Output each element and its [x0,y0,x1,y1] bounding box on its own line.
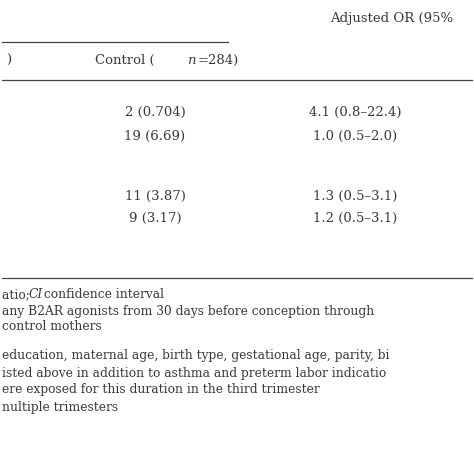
Text: isted above in addition to asthma and preterm labor indicatio: isted above in addition to asthma and pr… [2,366,386,380]
Text: 1.3 (0.5–3.1): 1.3 (0.5–3.1) [313,190,397,202]
Text: =284): =284) [198,54,239,66]
Text: n: n [187,54,195,66]
Text: 9 (3.17): 9 (3.17) [128,211,182,225]
Text: CI: CI [29,289,43,301]
Text: control mothers: control mothers [2,320,102,334]
Text: confidence interval: confidence interval [40,289,164,301]
Text: ): ) [6,54,11,66]
Text: ere exposed for this duration in the third trimester: ere exposed for this duration in the thi… [2,383,320,396]
Text: any B2AR agonists from 30 days before conception through: any B2AR agonists from 30 days before co… [2,306,374,319]
Text: atio;: atio; [2,289,34,301]
Text: 4.1 (0.8–22.4): 4.1 (0.8–22.4) [309,106,401,118]
Text: 11 (3.87): 11 (3.87) [125,190,185,202]
Text: 2 (0.704): 2 (0.704) [125,106,185,118]
Text: nultiple trimesters: nultiple trimesters [2,401,118,413]
Text: 1.0 (0.5–2.0): 1.0 (0.5–2.0) [313,129,397,143]
Text: Adjusted OR (95%: Adjusted OR (95% [330,11,453,25]
Text: Control (: Control ( [95,54,155,66]
Text: 19 (6.69): 19 (6.69) [125,129,185,143]
Text: 1.2 (0.5–3.1): 1.2 (0.5–3.1) [313,211,397,225]
Text: education, maternal age, birth type, gestational age, parity, bi: education, maternal age, birth type, ges… [2,348,390,362]
